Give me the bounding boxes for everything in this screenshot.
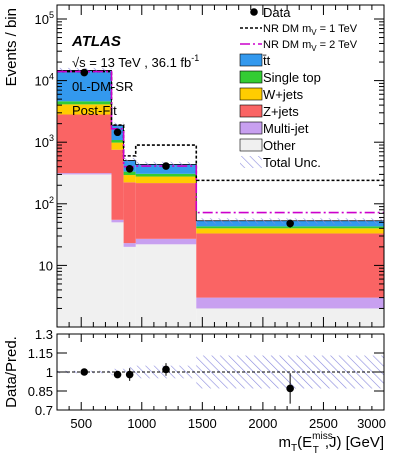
legend-label-5: Other [263, 138, 296, 153]
bar-1-2 [123, 243, 136, 247]
bar-4-3 [135, 173, 197, 177]
bar-2-2 [123, 182, 136, 244]
legend-swatch-3 [239, 104, 263, 118]
y-tick-label-0: 10 [39, 258, 53, 273]
x-label-Tsub: T [313, 445, 319, 456]
ratio-y-axis-label: Data/Pred. [3, 336, 20, 408]
legend-data-label: Data [263, 5, 291, 20]
ratio-axis-ticks: 0.7 0.85 1 1.15 1.3 500 1000 1500 2000 2500 3000 [28, 327, 386, 431]
legend-swatch-1 [239, 70, 263, 84]
bar-2-3 [135, 183, 197, 239]
main-axis-ticks: 10 102 103 104 105 [35, 5, 385, 327]
data-point-3 [162, 162, 170, 170]
legend-unc-label: Total Unc. [263, 155, 321, 170]
x-label-open: (E [297, 434, 312, 451]
bar-0-2 [123, 246, 136, 327]
ratio-point-0 [80, 368, 89, 376]
x-tick-label-1: 1000 [127, 416, 156, 431]
x-tick-label-0: 500 [70, 416, 92, 431]
y-tick-label-3: 104 [35, 72, 54, 89]
ratio-point-4 [286, 384, 294, 393]
bar-1-0 [57, 173, 112, 175]
y-tick-label-2: 103 [35, 133, 54, 150]
region-label: 0L-DM-SR [72, 79, 133, 94]
unc-band-2 [123, 158, 136, 164]
ratio-y-tick-label-3: 1.15 [28, 346, 53, 361]
atlas-label: ATLAS [71, 33, 121, 50]
ratio-y-tick-label-0: 0.7 [35, 403, 53, 418]
y-axis-label: Events / bin [3, 8, 20, 86]
ratio-y-tick-label-2: 1 [46, 365, 53, 380]
bar-1-3 [135, 238, 197, 245]
bar-0-3 [135, 244, 197, 327]
legend-label-3: Z+jets [263, 104, 299, 119]
ratio-point-3 [162, 365, 170, 374]
legend-swatch-4 [239, 121, 263, 135]
data-point-2 [125, 164, 134, 173]
bar-0-0 [57, 174, 112, 327]
data-point-1 [113, 128, 122, 137]
x-label-m: m [279, 434, 292, 451]
energy-label: √s = 13 TeV , 36.1 fb-1 [72, 53, 199, 70]
legend-signal-label-0: NR DM mV = 1 TeV [263, 23, 358, 37]
x-tick-label-4: 2500 [309, 416, 338, 431]
legend-swatch-2 [239, 87, 263, 101]
legend-label-0: t̄t [263, 53, 271, 68]
y-tick-label-1: 102 [35, 195, 54, 212]
bar-1-1 [111, 219, 124, 223]
legend-swatch-5 [239, 138, 263, 152]
ratio-data-layer [80, 363, 294, 404]
legend-unc-swatch [240, 156, 262, 168]
bar-4-2 [123, 171, 136, 176]
bar-3-0 [57, 104, 112, 115]
ratio-point-2 [125, 370, 134, 379]
bar-1-4 [196, 297, 384, 309]
legend-signal-label-1: NR DM mV = 2 TeV [263, 39, 358, 53]
bar-2-4 [196, 233, 384, 298]
bar-2-0 [57, 114, 112, 174]
ratio-band-layer [57, 355, 384, 389]
ratio-point-1 [113, 370, 122, 379]
bar-4-0 [57, 101, 112, 105]
x-axis-label: mT(Emiss T ,J) [GeV] [279, 431, 384, 456]
legend-label-2: W+jets [263, 87, 304, 102]
x-tick-label-3: 2000 [248, 416, 277, 431]
unc-band-1 [111, 122, 124, 129]
x-label-miss: miss [312, 431, 333, 442]
bar-3-2 [123, 175, 136, 183]
bar-3-3 [135, 176, 197, 184]
bar-4-1 [111, 140, 124, 143]
x-tick-label-5: 3000 [357, 416, 386, 431]
bar-3-1 [111, 142, 124, 150]
bar-0-1 [111, 222, 124, 327]
stack-layer [56, 67, 385, 327]
data-point-4 [286, 219, 294, 228]
main-frame [56, 4, 385, 328]
fit-label: Post-Fit [72, 103, 117, 118]
y-tick-label-4: 105 [35, 10, 54, 27]
legend-data-marker [250, 8, 258, 16]
x-label-close: ,J) [GeV] [325, 434, 384, 451]
x-label-T-sub: T [291, 443, 297, 454]
ratio-y-tick-label-4: 1.3 [35, 327, 53, 342]
data-point-0 [80, 68, 89, 77]
bar-3-4 [196, 228, 384, 234]
bar-2-1 [111, 149, 124, 220]
legend-label-1: Single top [263, 70, 321, 85]
ratio-y-tick-label-1: 0.85 [28, 384, 53, 399]
legend-label-4: Multi-jet [263, 121, 309, 136]
legend-swatch-0 [239, 53, 263, 67]
bar-0-4 [196, 308, 384, 327]
x-tick-label-2: 1500 [188, 416, 217, 431]
data-layer [80, 68, 294, 228]
